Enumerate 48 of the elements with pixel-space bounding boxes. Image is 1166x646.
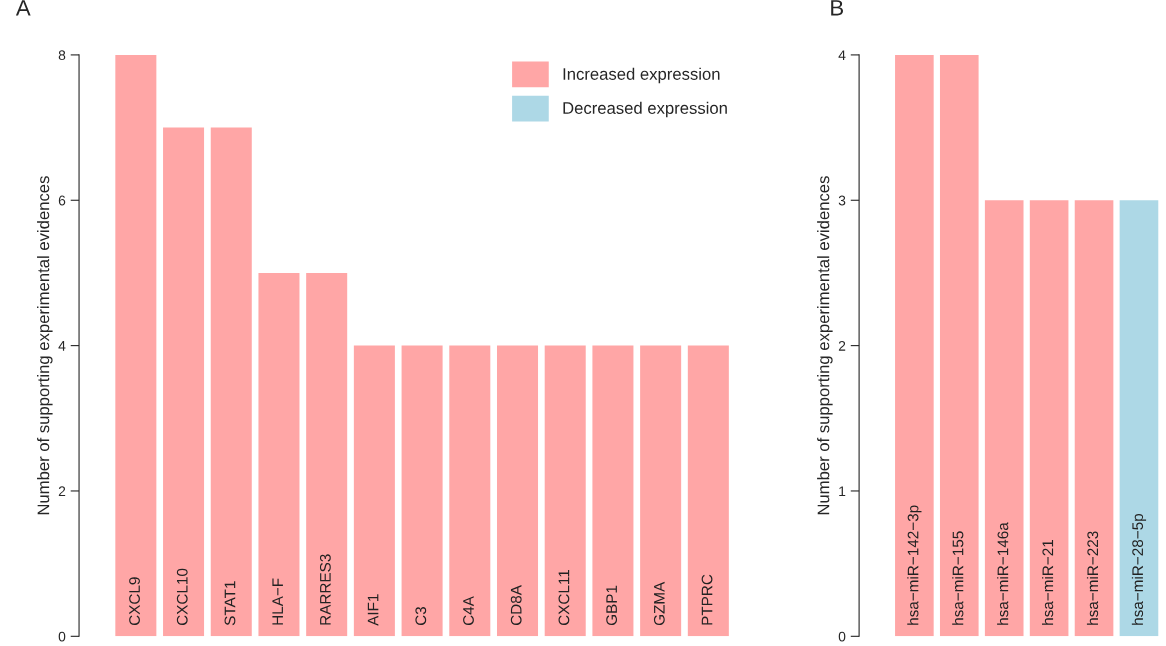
bar (163, 127, 205, 637)
x-tick-label: hsa−miR−155 (952, 531, 964, 625)
x-tick-label: CXCL9 (129, 577, 140, 626)
bar (687, 345, 729, 637)
x-tick-label: AIF1 (367, 594, 379, 626)
bar (258, 272, 300, 637)
chart-title: A (15, 0, 31, 16)
bar (353, 345, 395, 637)
y-tick-label: 8 (58, 50, 66, 61)
y-axis-title: Number of supporting experimental evidences (817, 176, 833, 515)
y-tick-label: 4 (58, 341, 66, 351)
x-tick-label: C4A (463, 596, 474, 626)
x-tick-label: GZMA (653, 581, 665, 626)
x-tick-label: PTPRC (701, 574, 713, 625)
y-tick-label: 4 (838, 50, 846, 60)
bar (115, 54, 157, 637)
y-tick-label: 0 (58, 631, 66, 642)
bar (306, 272, 348, 637)
bar (401, 345, 443, 637)
bar (210, 127, 252, 637)
x-tick-label: CXCL11 (558, 569, 570, 626)
x-tick-label: RARRES3 (319, 554, 331, 625)
bar (640, 345, 682, 637)
x-tick-label: hsa−miR−21 (1042, 539, 1054, 625)
x-tick-label: CXCL10 (176, 568, 188, 626)
x-tick-label: C3 (415, 606, 427, 626)
y-tick-label: 3 (838, 195, 846, 206)
y-tick-label: 2 (58, 486, 66, 496)
y-tick-label: 0 (838, 631, 846, 642)
y-axis-title: Number of supporting experimental evidences (37, 176, 53, 515)
bar (496, 345, 539, 637)
bar (449, 345, 491, 637)
x-tick-label: STAT1 (224, 581, 236, 626)
legend-label: Decreased expression (563, 101, 727, 118)
x-tick-label: hsa−miR−146a (997, 522, 1009, 625)
y-tick-label: 1 (839, 486, 846, 496)
bar (592, 345, 634, 637)
x-tick-label: HLA−F (272, 578, 283, 625)
x-tick-label: hsa−miR−28−5p (1131, 513, 1147, 625)
legend-label: Increased expression (563, 67, 720, 84)
x-tick-label: hsa−miR−223 (1086, 531, 1099, 625)
chart-title: B (831, 0, 844, 16)
y-tick-label: 2 (838, 340, 846, 351)
x-tick-label: GBP1 (606, 585, 618, 626)
bar (544, 345, 586, 637)
y-tick-label: 6 (58, 195, 66, 206)
x-tick-label: hsa−miR−142−3p (907, 505, 922, 625)
x-tick-label: CD8A (510, 585, 522, 626)
